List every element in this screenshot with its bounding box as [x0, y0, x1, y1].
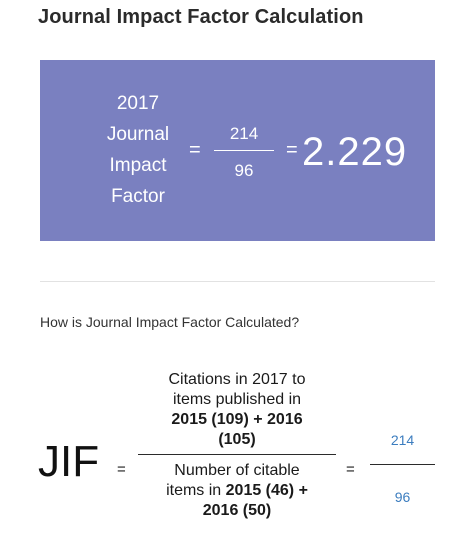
page-title: Journal Impact Factor Calculation	[38, 6, 364, 28]
fraction-numerator: 214	[229, 124, 259, 143]
jif-label-year: 2017	[116, 93, 160, 114]
denominator-line: 2016 (50)	[202, 502, 272, 519]
formula-fraction: Citations in 2017 to items published in …	[138, 370, 336, 521]
result-card: 2017 Journal Impact Factor = 214 96 = 2.…	[40, 60, 435, 241]
jif-result-value: 2.229	[302, 130, 408, 174]
numerator-line: (105)	[218, 431, 256, 448]
formula-numerator: Citations in 2017 to items published in …	[138, 370, 336, 450]
section-heading: How is Journal Impact Factor Calculated?	[40, 314, 300, 330]
fraction-denominator: 96	[234, 161, 254, 180]
formula-fraction-bar	[138, 454, 336, 455]
denominator-text: items in	[166, 482, 226, 499]
value-denominator: 96	[394, 489, 411, 505]
equals-sign: =	[346, 461, 355, 478]
value-fraction: 214 96	[370, 430, 435, 507]
result-fraction: 214 96	[214, 120, 274, 185]
value-numerator: 214	[390, 432, 415, 448]
jif-label-journal: Journal	[106, 124, 170, 145]
jif-symbol: JIF	[38, 437, 100, 486]
denominator-line: items in 2015 (46) +	[138, 481, 336, 501]
denominator-line: Number of citable	[174, 462, 300, 479]
denominator-bold-text: 2015 (46) +	[225, 482, 308, 499]
numerator-line: Citations in 2017 to	[168, 371, 306, 388]
fraction-bar	[214, 150, 274, 151]
equals-sign: =	[189, 139, 201, 161]
equals-sign: =	[117, 461, 126, 478]
numerator-line: items published in	[172, 391, 302, 408]
jif-label: 2017 Journal Impact Factor	[88, 88, 188, 212]
jif-label-factor: Factor	[111, 186, 165, 207]
formula-denominator: Number of citable items in 2015 (46) + 2…	[138, 461, 336, 521]
value-fraction-bar	[370, 464, 435, 465]
equals-sign: =	[286, 139, 298, 161]
numerator-line: 2015 (109) + 2016	[171, 411, 303, 428]
section-divider	[40, 281, 435, 282]
jif-label-impact: Impact	[109, 155, 167, 176]
